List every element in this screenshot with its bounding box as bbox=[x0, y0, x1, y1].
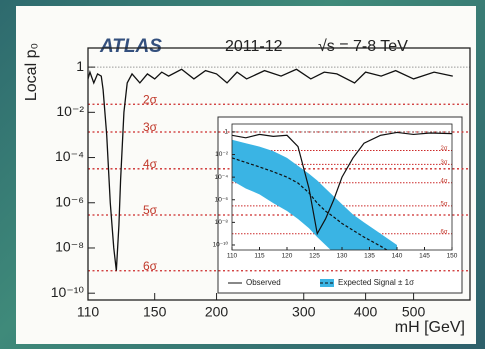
series-line bbox=[232, 157, 388, 250]
significance-label: 4σ bbox=[440, 178, 447, 184]
y-axis-label: Local p₀ bbox=[23, 43, 40, 101]
plot-area bbox=[232, 131, 452, 250]
significance-label: 3σ bbox=[143, 120, 158, 134]
x-tick-label: 110 bbox=[77, 303, 100, 319]
significance-label: 4σ bbox=[143, 157, 158, 171]
y-tick-label: 10⁻⁸ bbox=[55, 239, 84, 255]
plot-frame bbox=[87, 47, 471, 301]
y-tick-label: 10⁻⁴ bbox=[215, 174, 229, 181]
x-tick-label: 400 bbox=[354, 303, 378, 319]
significance-label: 6σ bbox=[440, 229, 447, 235]
x-tick-label: 135 bbox=[364, 253, 375, 260]
x-tick-label: 120 bbox=[282, 253, 293, 260]
y-tick-label: 10⁻¹⁰ bbox=[213, 241, 229, 249]
y-tick-label: 10⁻² bbox=[56, 103, 84, 119]
series-line bbox=[88, 68, 453, 271]
legend-label: Observed bbox=[246, 278, 281, 287]
significance-label: 6σ bbox=[143, 259, 158, 273]
y-tick-label: 1 bbox=[76, 58, 84, 74]
x-tick-label: 110 bbox=[227, 253, 238, 260]
significance-label: 5σ bbox=[143, 203, 158, 217]
error-band bbox=[232, 139, 397, 250]
significance-label: 2σ bbox=[440, 146, 447, 152]
y-tick-label: 10⁻² bbox=[215, 151, 229, 158]
significance-label: 5σ bbox=[440, 201, 447, 207]
significance-label: 3σ bbox=[440, 160, 447, 166]
x-tick-label: 200 bbox=[205, 303, 229, 319]
x-tick-label: 115 bbox=[254, 253, 265, 260]
y-tick-label: 10⁻⁶ bbox=[55, 193, 84, 209]
x-tick-label: 125 bbox=[309, 253, 320, 260]
legend-label: Expected Signal ± 1σ bbox=[338, 278, 414, 287]
x-axis-label: mH [GeV] bbox=[395, 319, 465, 336]
y-tick-label: 10⁻¹⁰ bbox=[51, 284, 85, 300]
y-tick-label: 1 bbox=[224, 129, 228, 136]
x-tick-label: 140 bbox=[392, 253, 403, 260]
y-tick-label: 10⁻⁶ bbox=[215, 196, 229, 203]
energy-label: √s = 7-8 TeV bbox=[318, 38, 408, 55]
x-tick-label: 130 bbox=[337, 253, 348, 260]
y-tick-label: 10⁻⁸ bbox=[215, 219, 229, 226]
x-tick-label: 150 bbox=[143, 303, 167, 319]
x-tick-label: 500 bbox=[402, 303, 426, 319]
period-label: 2011-12 bbox=[225, 38, 283, 55]
x-tick-label: 150 bbox=[447, 253, 458, 260]
x-tick-label: 145 bbox=[419, 253, 430, 260]
experiment-label: ATLAS bbox=[99, 36, 162, 57]
y-tick-label: 10⁻⁴ bbox=[55, 148, 84, 164]
series-line bbox=[232, 131, 452, 236]
significance-label: 2σ bbox=[143, 92, 158, 106]
x-tick-label: 300 bbox=[292, 303, 316, 319]
